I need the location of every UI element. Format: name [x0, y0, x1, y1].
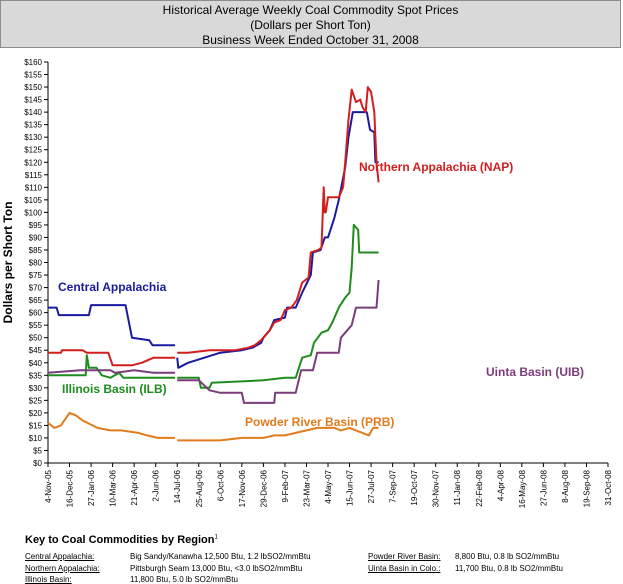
key-value-uinta: 11,700 Btu, 0.8 lb SO2/mmBtu — [455, 564, 563, 573]
x-tick-label: 10-Mar-06 — [109, 469, 118, 506]
key-value-northern-appalachia: Pittsburgh Seam 13,000 Btu, <3.0 lbSO2/m… — [130, 564, 303, 573]
series-label-central-appalachia: Central Appalachia — [58, 280, 167, 294]
series-line-northern-appalachia — [48, 86, 380, 367]
y-tick-label: $120 — [24, 158, 42, 167]
x-tick-label: 15-Jun-07 — [346, 469, 355, 506]
x-tick-label: 11-Jan-08 — [453, 469, 462, 505]
y-tick-label: $40 — [29, 359, 43, 368]
x-tick-label: 17-Nov-06 — [238, 469, 247, 507]
y-tick-label: $30 — [29, 384, 43, 393]
key-value-central-appalachia: Big Sandy/Kanawha 12,500 Btu, 1.2 lbSO2/… — [130, 552, 311, 561]
x-tick-label: 7-Sep-07 — [389, 469, 398, 502]
x-tick-label: 4-May-07 — [324, 469, 333, 503]
key-row-northern-appalachia: Northern Appalachia: — [25, 564, 100, 573]
coal-price-chart: $0 $5 $10 $15 $20 $25 $30 $35 $40 $45 $50 $55 $60 $65… — [1, 58, 613, 508]
series-line-central-appalachia — [48, 111, 379, 369]
y-tick-label: $50 — [29, 334, 43, 343]
y-tick-label: $0 — [33, 459, 42, 468]
x-tick-label: 16-May-08 — [518, 469, 527, 508]
y-tick-label: $80 — [29, 259, 43, 268]
x-tick-label: 2-Jun-06 — [152, 469, 161, 501]
y-tick-label: $35 — [29, 371, 43, 380]
x-tick-label: 19-Sep-08 — [582, 469, 591, 507]
y-tick-label: $25 — [29, 396, 43, 405]
y-tick-label: $70 — [29, 284, 43, 293]
y-tick-label: $155 — [24, 71, 42, 80]
x-tick-label: 30-Nov-07 — [432, 469, 441, 507]
x-tick-label: 25-Aug-06 — [195, 469, 204, 507]
y-tick-label: $60 — [29, 309, 43, 318]
x-tick-label: 8-Aug-08 — [561, 469, 570, 502]
x-tick-label: 9-Feb-07 — [281, 469, 290, 502]
chart-subtitle-week: Business Week Ended October 31, 2008 — [202, 33, 419, 47]
y-tick-label: $95 — [29, 221, 43, 230]
chart-title-box: Historical Average Weekly Coal Commodity… — [0, 0, 621, 48]
x-tick-label: 23-Mar-07 — [302, 469, 311, 506]
y-axis-label: Dollars per Short Ton — [1, 202, 15, 324]
y-tick-label: $90 — [29, 233, 43, 242]
x-tick-label: 16-Dec-05 — [66, 469, 75, 507]
y-tick-label: $150 — [24, 83, 42, 92]
series-line-powder-river-basin — [47, 411, 379, 442]
series-label-northern-appalachia: Northern Appalachia (NAP) — [359, 160, 513, 174]
key-label-uinta: Uinta Basin in Colo.: — [368, 564, 441, 573]
y-tick-label: $115 — [25, 171, 43, 180]
y-tick-label: $110 — [25, 183, 43, 192]
chart-title: Historical Average Weekly Coal Commodity… — [162, 3, 459, 17]
key-row-illinois-basin: Illinois Basin: — [25, 575, 72, 584]
x-tick-label: 22-Feb-08 — [475, 469, 484, 506]
series-label-uinta-basin-in-colo: Uinta Basin (UIB) — [486, 365, 584, 379]
key-value-illinois-basin: 11,800 Btu, 5.0 lb SO2/mmBtu — [130, 575, 238, 584]
x-tick-label: 4-Nov-05 — [44, 469, 53, 502]
x-tick-label: 29-Dec-06 — [259, 469, 268, 507]
x-tick-label: 27-Jul-07 — [367, 469, 376, 503]
series-label-illinois-basin: Illinois Basin (ILB) — [62, 382, 167, 396]
y-tick-label: $10 — [29, 434, 43, 443]
chart-subtitle-units: (Dollars per Short Ton) — [250, 18, 371, 32]
y-tick-label: $5 — [33, 446, 42, 455]
y-tick-label: $55 — [29, 321, 43, 330]
y-tick-label: $100 — [24, 208, 42, 217]
y-tick-label: $20 — [29, 409, 43, 418]
key-label-powder-river: Powder River Basin: — [368, 552, 441, 561]
y-tick-label: $45 — [29, 346, 43, 355]
x-tick-label: 4-Apr-08 — [496, 469, 505, 501]
series-line-uinta-basin-in-colo — [47, 279, 380, 404]
x-tick-label: 19-Oct-07 — [410, 469, 419, 505]
y-tick-label: $15 — [29, 421, 43, 430]
y-tick-label: $75 — [29, 271, 43, 280]
y-tick-label: $140 — [24, 108, 42, 117]
x-tick-label: 27-Jan-06 — [87, 469, 96, 506]
series-label-powder-river-basin: Powder River Basin (PRB) — [245, 415, 394, 429]
y-tick-label: $135 — [24, 121, 42, 130]
x-tick-label: 31-Oct-08 — [604, 469, 613, 505]
key-row-central-appalachia: Central Appalachia: — [25, 552, 95, 561]
key-title: Key to Coal Commodities by Region1 — [25, 534, 218, 546]
x-tick-label: 21-Apr-06 — [130, 469, 139, 505]
y-tick-label: $125 — [24, 146, 42, 155]
x-tick-label: 14-Jul-06 — [173, 469, 182, 503]
y-tick-label: $130 — [24, 133, 42, 142]
x-tick-label: 27-Jun-08 — [539, 469, 548, 506]
x-tick-label: 6-Oct-06 — [216, 469, 225, 501]
y-tick-label: $145 — [24, 96, 42, 105]
series-line-illinois-basin — [48, 223, 379, 389]
y-tick-label: $65 — [29, 296, 43, 305]
y-tick-label: $85 — [29, 246, 43, 255]
key-value-powder-river: 8,800 Btu, 0.8 lb SO2/mmBtu — [455, 552, 560, 561]
y-tick-label: $105 — [24, 196, 42, 205]
y-tick-label: $160 — [24, 58, 42, 67]
